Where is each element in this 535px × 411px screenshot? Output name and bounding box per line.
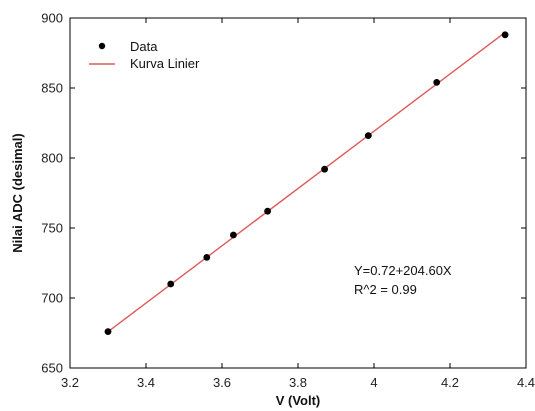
x-tick-label: 3.2 xyxy=(61,375,79,390)
x-tick-label: 3.6 xyxy=(213,375,231,390)
y-tick-label: 900 xyxy=(41,11,63,26)
data-point xyxy=(167,280,175,288)
y-tick-label: 700 xyxy=(41,291,63,306)
legend: Data Kurva Linier xyxy=(89,39,200,71)
y-axis-ticks: 650 700 750 800 850 900 xyxy=(41,11,526,376)
data-point xyxy=(203,254,211,261)
x-tick-label: 3.4 xyxy=(137,375,155,390)
legend-data-marker xyxy=(98,42,106,50)
equation-annotation: Y=0.72+204.60X xyxy=(354,263,452,278)
x-tick-label: 3.8 xyxy=(289,375,307,390)
fit-line-group xyxy=(107,31,506,333)
y-tick-label: 650 xyxy=(41,361,63,376)
r2-annotation: R^2 = 0.99 xyxy=(354,282,417,297)
x-axis-ticks: 3.2 3.4 3.6 3.8 4 4.2 4.4 xyxy=(61,18,535,390)
legend-data-label: Data xyxy=(130,39,158,54)
x-tick-label: 4 xyxy=(370,375,377,390)
data-point xyxy=(321,165,328,173)
data-point xyxy=(230,231,237,239)
x-axis-title: V (Volt) xyxy=(276,393,321,408)
y-axis-title: Nilai ADC (desimal) xyxy=(10,133,25,252)
data-points-group xyxy=(104,31,509,335)
data-point xyxy=(501,31,509,39)
y-tick-label: 750 xyxy=(41,221,63,236)
y-tick-label: 800 xyxy=(41,151,63,166)
x-tick-label: 4.4 xyxy=(517,375,535,390)
x-tick-label: 4.2 xyxy=(441,375,459,390)
y-tick-label: 850 xyxy=(41,81,63,96)
data-point xyxy=(433,79,441,86)
data-point xyxy=(364,132,372,140)
data-point xyxy=(264,207,271,215)
data-point xyxy=(104,328,112,335)
fit-line xyxy=(107,31,506,333)
legend-fit-label: Kurva Linier xyxy=(130,56,200,71)
